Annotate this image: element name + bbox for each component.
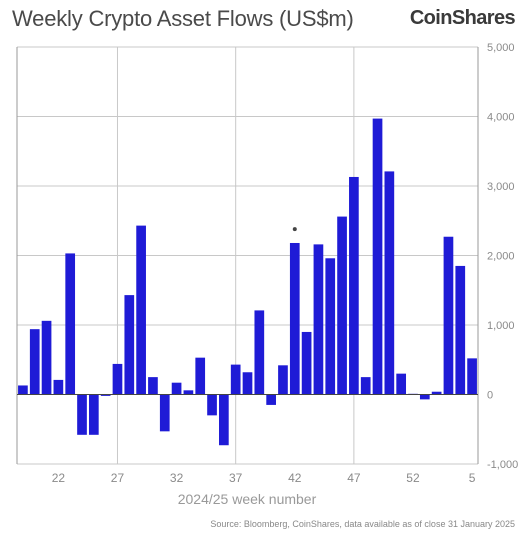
bar [301, 331, 312, 395]
bar [112, 363, 123, 395]
bar [159, 394, 170, 432]
bar [148, 377, 158, 395]
bar [372, 118, 383, 395]
bar [242, 372, 253, 395]
bar [266, 394, 276, 405]
bar [230, 364, 241, 395]
annotation-dot [292, 227, 297, 232]
bar [53, 379, 64, 395]
bar [136, 225, 146, 395]
bar [100, 394, 111, 396]
y-tick-label: -1,000 [487, 459, 518, 471]
bar [455, 265, 466, 395]
bar [195, 357, 206, 395]
bar [325, 258, 336, 395]
bar [431, 391, 442, 395]
y-tick-label: 3,000 [487, 181, 515, 193]
x-tick-label: 5 [469, 471, 476, 485]
x-tick-label: 32 [170, 471, 184, 485]
coinshares-logo: CoinShares [409, 7, 516, 29]
bar [219, 394, 229, 446]
bar [18, 385, 28, 395]
y-tick-label: 4,000 [487, 112, 515, 124]
bar [77, 394, 87, 435]
bar [360, 377, 371, 395]
bar [349, 176, 359, 395]
bar [419, 394, 430, 400]
x-axis-title: 2024/25 week number [178, 491, 317, 507]
bar [88, 394, 99, 435]
x-tick-label: 52 [406, 471, 420, 485]
x-tick-label: 37 [229, 471, 243, 485]
x-tick-label: 47 [347, 471, 361, 485]
bar [124, 295, 135, 395]
y-tick-label: 0 [487, 390, 493, 402]
y-tick-label: 2,000 [487, 251, 515, 263]
x-tick-label: 42 [288, 471, 302, 485]
bar [29, 329, 40, 395]
bar [254, 310, 265, 395]
bar [396, 373, 407, 395]
bar [41, 320, 52, 395]
bar [443, 236, 454, 395]
bar [384, 171, 395, 395]
bar [65, 253, 76, 395]
bar [207, 394, 217, 416]
bar [337, 216, 347, 395]
bar [289, 242, 300, 395]
chart-title: Weekly Crypto Asset Flows (US$m) [12, 6, 354, 31]
y-tick-label: 1,000 [487, 320, 515, 332]
bar [171, 382, 182, 395]
bar [183, 390, 194, 395]
x-tick-label: 27 [111, 471, 125, 485]
bar [313, 244, 324, 395]
source-note: Source: Bloomberg, CoinShares, data avai… [210, 519, 515, 529]
bar [278, 365, 288, 395]
bar [467, 358, 477, 395]
y-tick-label: 5,000 [487, 42, 515, 54]
x-tick-label: 22 [52, 471, 66, 485]
